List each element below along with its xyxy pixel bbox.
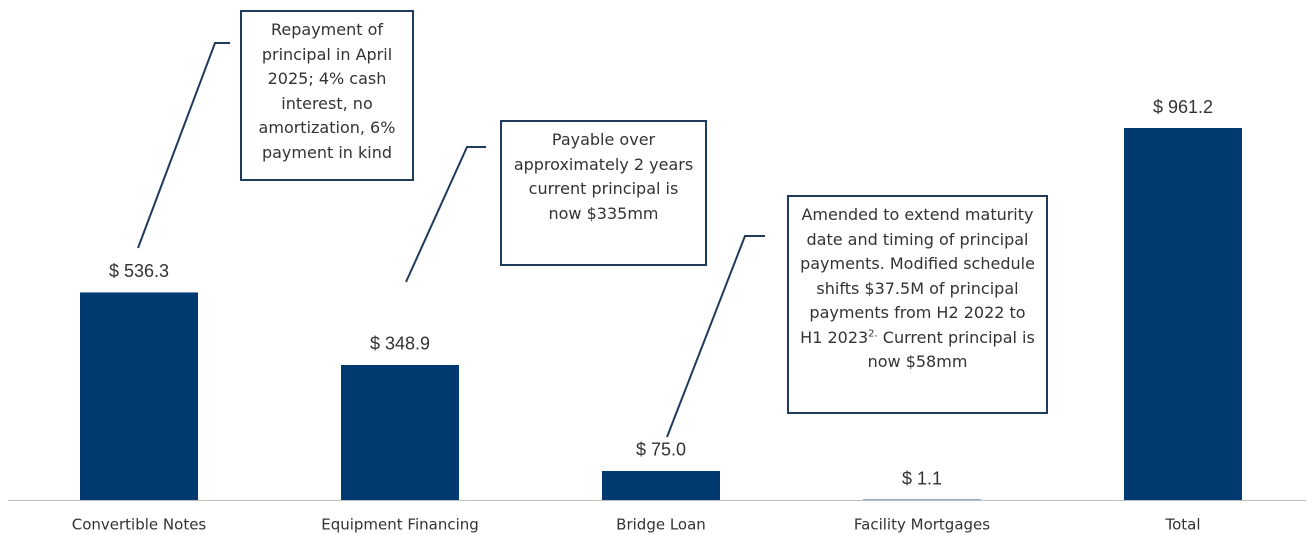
footnote-mark: 2. [868, 328, 878, 340]
value-label: $ 961.2 [1153, 97, 1213, 117]
x-tick-label: Total [1164, 516, 1200, 534]
leader-line [666, 235, 765, 438]
bar [80, 292, 198, 500]
annotation-text: Current principal is now $58mm [867, 327, 1035, 372]
annotation: Payable over approximately 2 years curre… [500, 120, 707, 266]
bar [1124, 128, 1242, 500]
x-tick-label: Facility Mortgages [854, 516, 990, 534]
bar [341, 364, 459, 500]
value-label: $ 1.1 [902, 468, 942, 488]
annotation-text: Amended to extend maturity date and timi… [800, 205, 1035, 347]
x-tick-label: Equipment Financing [321, 516, 479, 534]
annotation: Repayment of principal in April 2025; 4%… [240, 10, 414, 181]
leader-line [137, 42, 230, 249]
bar [602, 470, 720, 500]
annotation-text: Repayment of principal in April 2025; 4%… [258, 20, 396, 162]
value-label: $ 536.3 [109, 261, 169, 281]
x-tick-label: Bridge Loan [616, 516, 706, 534]
value-label: $ 348.9 [370, 334, 430, 354]
leader-line [405, 146, 486, 283]
annotation: Amended to extend maturity date and timi… [787, 195, 1048, 414]
annotation-text: Payable over approximately 2 years curre… [513, 130, 694, 223]
x-tick-label: Convertible Notes [72, 516, 207, 534]
value-label: $ 75.0 [636, 440, 686, 460]
